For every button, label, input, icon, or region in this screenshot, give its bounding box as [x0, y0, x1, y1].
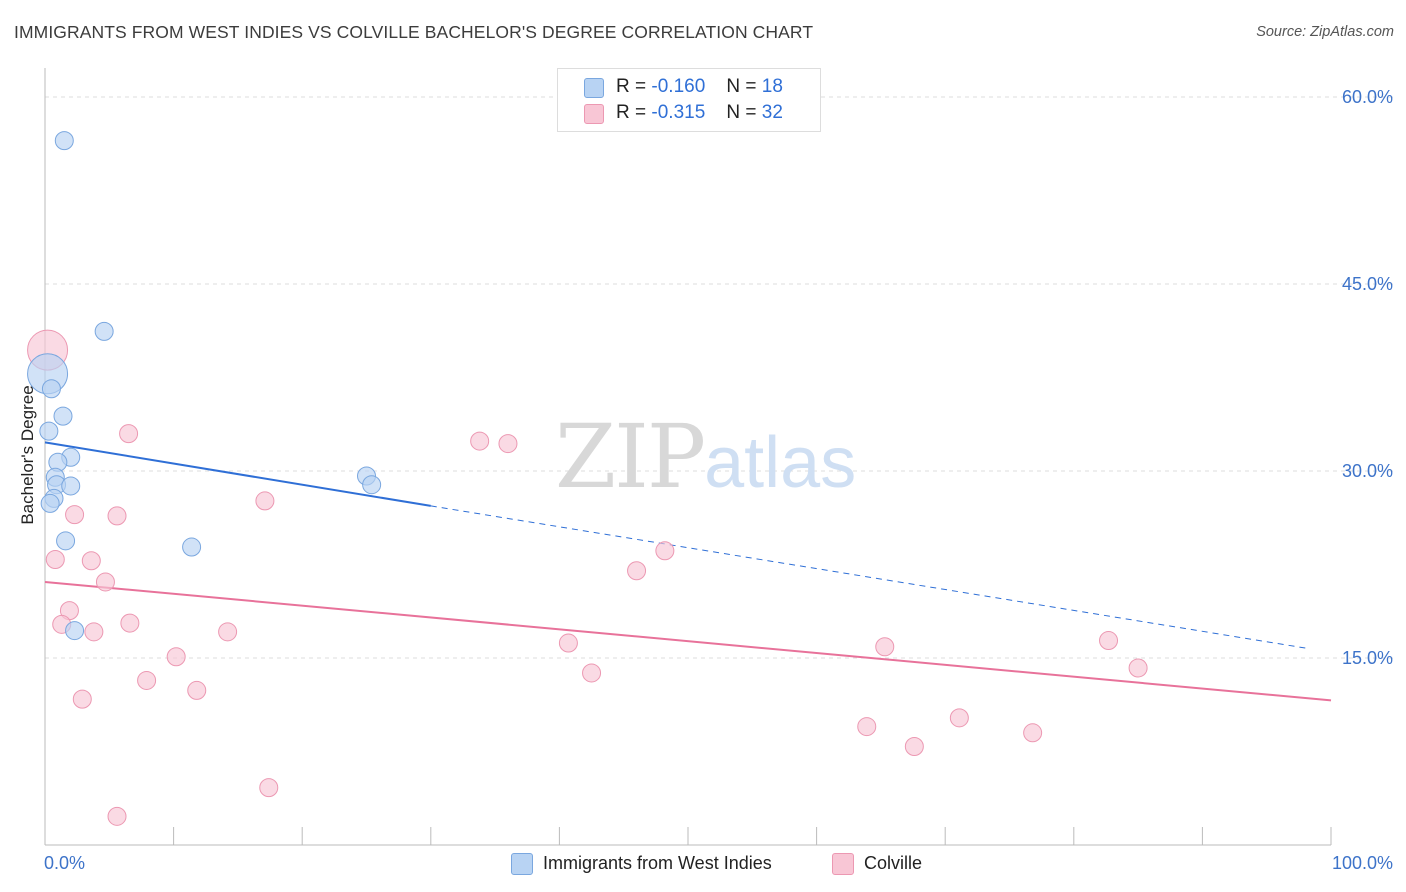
point-colville — [857, 717, 877, 737]
point-west-indies — [182, 537, 202, 557]
trend-layer — [44, 441, 1332, 702]
point-west-indies — [65, 621, 85, 641]
point-colville — [72, 689, 92, 709]
point-colville — [119, 424, 139, 444]
trendline-west-indies-extension — [430, 505, 1306, 649]
point-colville — [558, 633, 578, 653]
point-west-indies — [61, 476, 81, 496]
correlation-legend: R = -0.160 N = 18 R = -0.315 N = 32 — [557, 68, 821, 132]
legend-n-label: N = — [726, 76, 757, 97]
x-tick-label: 100.0% — [1332, 853, 1393, 873]
point-west-indies — [94, 321, 114, 341]
point-colville — [904, 737, 924, 757]
legend-swatch-blue — [584, 78, 604, 98]
point-colville — [120, 613, 140, 633]
point-west-indies — [54, 131, 74, 151]
chart-title: IMMIGRANTS FROM WEST INDIES VS COLVILLE … — [14, 22, 814, 42]
tick-label-layer: 15.0% 30.0% 45.0% 60.0% 0.0% 100.0% — [44, 87, 1393, 873]
legend-r-value: -0.315 — [651, 102, 706, 123]
point-colville — [218, 622, 238, 642]
point-colville — [655, 541, 675, 561]
point-colville — [137, 670, 157, 690]
point-colville — [45, 550, 65, 570]
point-colville — [498, 434, 518, 454]
legend-n-value: 18 — [761, 76, 783, 97]
points-layer — [27, 131, 1148, 826]
grid-layer — [45, 96, 1395, 659]
y-tick-label: 30.0% — [1342, 461, 1393, 481]
legend-swatch-pink — [832, 853, 854, 875]
trendline-west-indies — [44, 441, 431, 507]
legend-r-label: R = — [616, 76, 647, 97]
point-colville — [582, 663, 602, 683]
point-colville — [65, 505, 85, 525]
point-west-indies — [362, 475, 382, 495]
legend-r-label: R = — [616, 102, 647, 123]
chart-source: Source: ZipAtlas.com — [1256, 24, 1394, 40]
legend-n-value: 32 — [761, 102, 783, 123]
point-west-indies — [40, 493, 60, 513]
watermark-zip: ZIP — [555, 405, 706, 508]
watermark-atlas: atlas — [704, 423, 857, 503]
point-colville — [107, 806, 127, 826]
point-colville — [627, 561, 647, 581]
point-colville — [81, 551, 101, 571]
x-tick-label: 0.0% — [44, 853, 85, 873]
legend-swatch-blue — [511, 853, 533, 875]
point-colville — [95, 572, 115, 592]
y-tick-label: 15.0% — [1342, 648, 1393, 668]
legend-swatch-pink — [584, 104, 604, 124]
point-colville — [187, 680, 207, 700]
point-colville — [1099, 631, 1119, 651]
y-tick-label: 60.0% — [1342, 87, 1393, 107]
legend-label-west-indies: Immigrants from West Indies — [543, 853, 772, 873]
point-colville — [107, 506, 127, 526]
point-west-indies — [53, 406, 73, 426]
point-colville — [875, 637, 895, 657]
legend-label-colville: Colville — [864, 853, 923, 873]
point-west-indies — [41, 379, 61, 399]
legend-r-value: -0.160 — [651, 76, 706, 97]
legend-n-label: N = — [726, 102, 757, 123]
point-colville — [949, 708, 969, 728]
y-axis-label: Bachelor's Degree — [18, 385, 37, 525]
point-colville — [1023, 723, 1043, 743]
point-colville — [166, 647, 186, 667]
point-colville — [259, 778, 279, 798]
watermark: ZIPatlas — [555, 405, 856, 508]
point-colville — [84, 622, 104, 642]
point-colville — [1128, 658, 1148, 678]
axis-layer — [44, 68, 1332, 846]
point-west-indies — [56, 531, 76, 551]
series-legend: Immigrants from West Indies Colville — [0, 852, 1406, 878]
point-west-indies — [39, 421, 59, 441]
point-colville — [470, 431, 490, 451]
y-tick-label: 45.0% — [1342, 274, 1393, 294]
trendline-colville — [44, 580, 1332, 702]
point-colville — [255, 491, 275, 511]
